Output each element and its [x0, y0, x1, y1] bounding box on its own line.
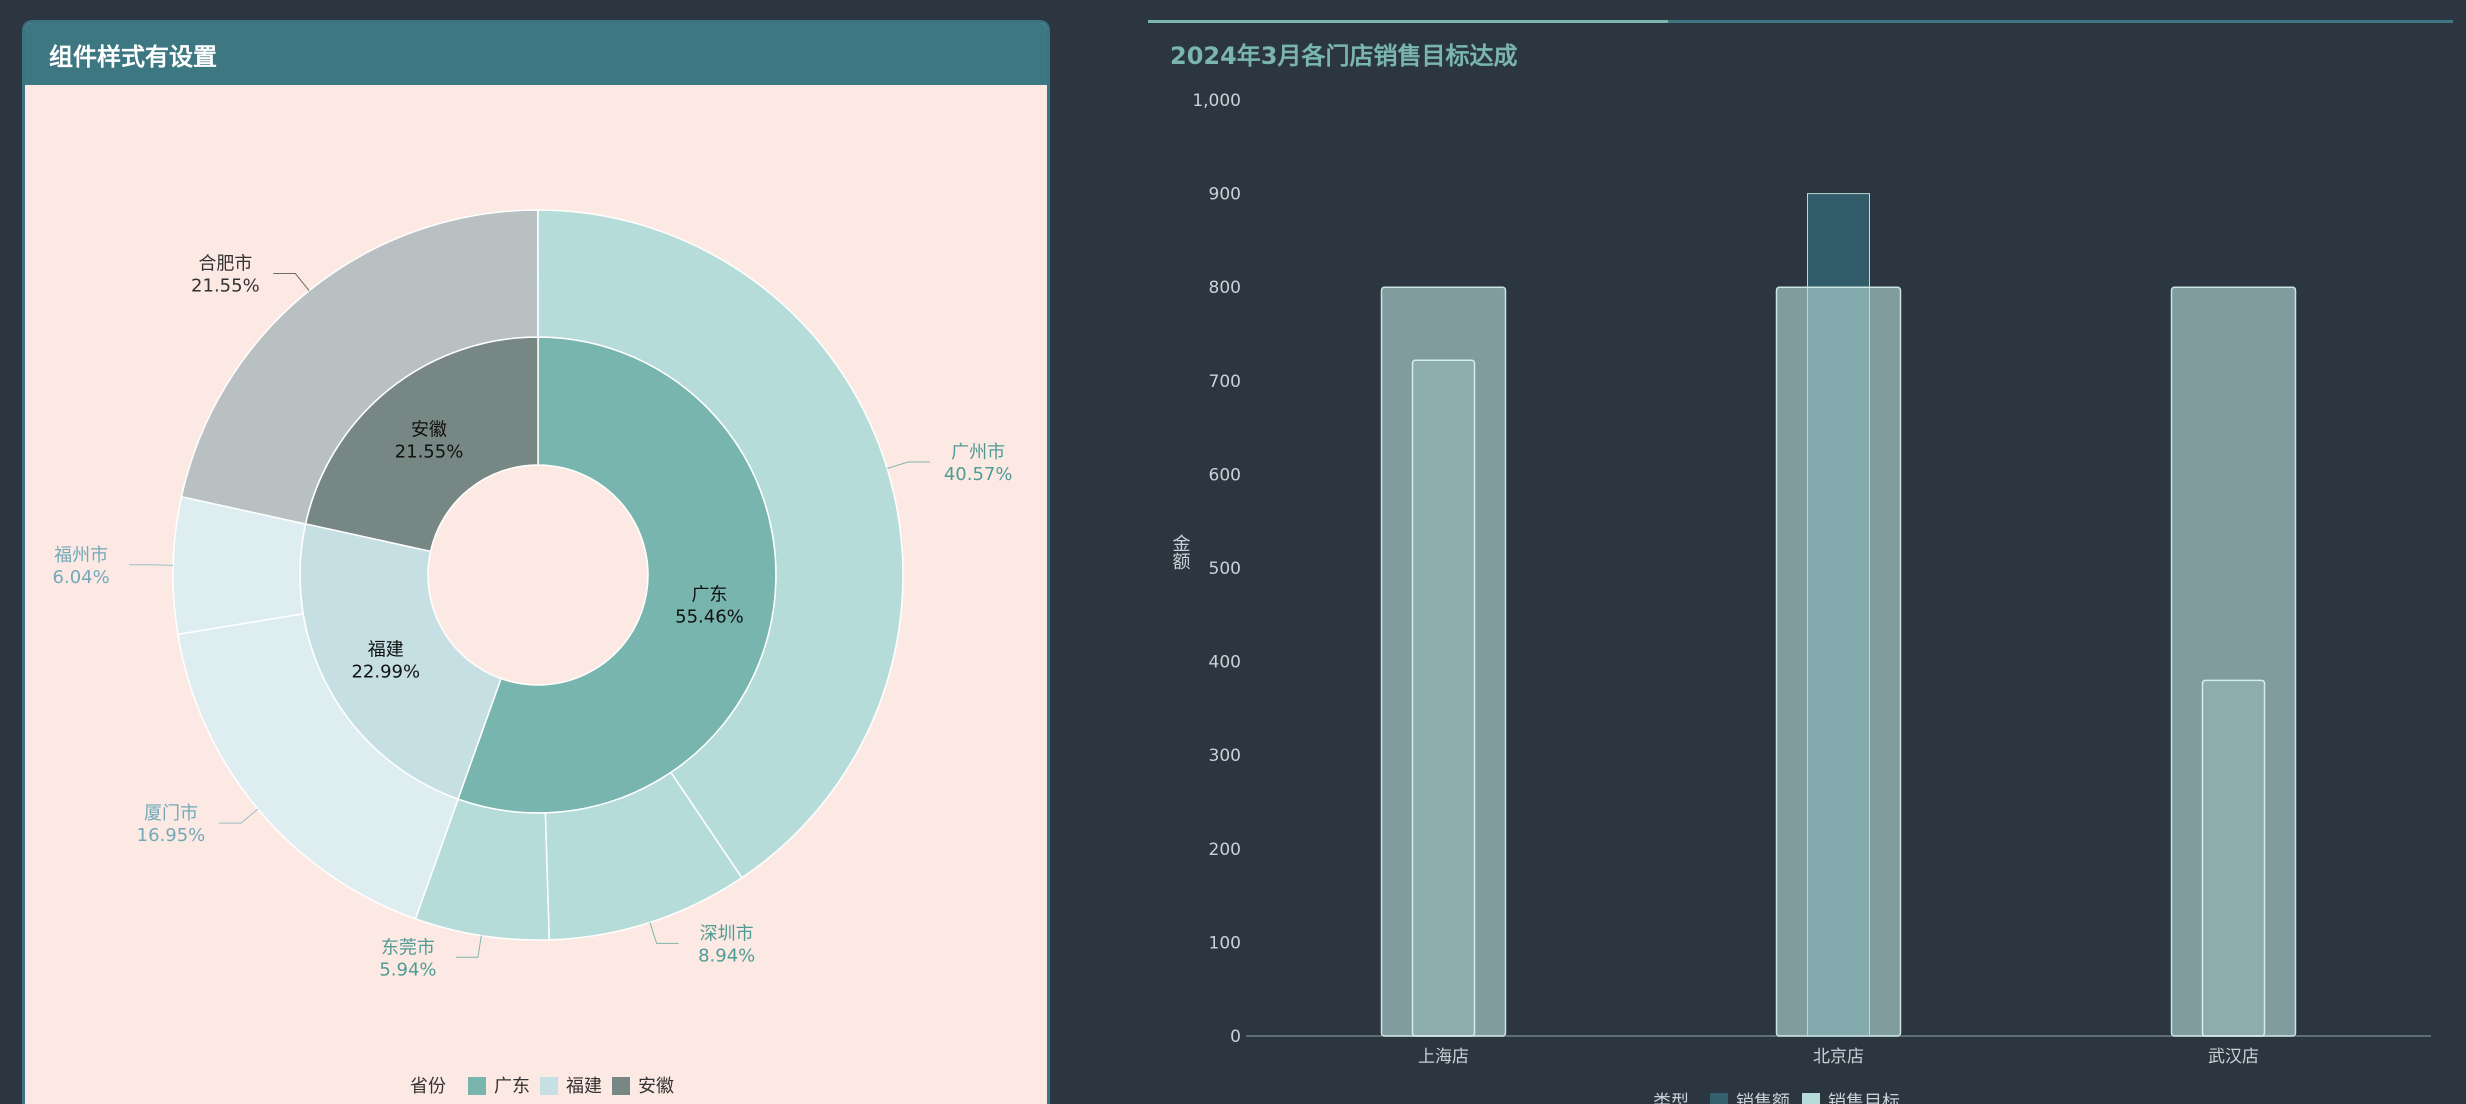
leader-line	[273, 273, 310, 291]
legend-swatch	[1710, 1093, 1728, 1104]
legend-title: 省份	[410, 1076, 446, 1097]
panel-title: 组件样式有设置	[49, 42, 217, 71]
y-tick-label: 600	[1209, 465, 1241, 485]
x-tick-label: 北京店	[1813, 1047, 1864, 1067]
bar-sales	[2201, 679, 2266, 1037]
legend-swatch	[468, 1077, 486, 1095]
outer-label-name: 合肥市	[198, 254, 252, 275]
x-tick-label: 武汉店	[2208, 1047, 2259, 1067]
title-underline	[1148, 20, 2453, 23]
inner-label-percent: 22.99%	[351, 661, 420, 682]
legend-swatch	[1802, 1093, 1820, 1104]
legend-swatch	[612, 1077, 630, 1095]
leader-line	[886, 461, 931, 469]
y-tick-label: 200	[1209, 840, 1241, 860]
legend-label: 广东	[494, 1076, 530, 1097]
chart-title: 2024年3月各门店销售目标达成	[1170, 42, 1518, 70]
y-tick-label: 100	[1209, 933, 1241, 953]
legend-label: 福建	[566, 1076, 602, 1097]
bar-chart-panel: 2024年3月各门店销售目标达成 0 100 200 300 400 500 600 700 8…	[1148, 20, 2453, 1104]
outer-label-name: 厦门市	[144, 803, 198, 824]
bar-sales	[1411, 359, 1476, 1037]
inner-label-name: 福建	[368, 639, 404, 660]
outer-slice-4	[176, 612, 460, 920]
legend-title: 类型	[1653, 1092, 1689, 1104]
y-tick-label: 800	[1209, 278, 1241, 298]
outer-label-percent: 5.94%	[379, 959, 436, 980]
outer-label-percent: 6.04%	[53, 567, 110, 588]
y-tick-label: 0	[1230, 1027, 1241, 1047]
donut-chart-panel: 组件样式有设置 广东 55.46% 福建 22.99% 安徽 21.55% 广州市 40.57…	[22, 20, 1050, 1104]
outer-label-percent: 8.94%	[698, 945, 755, 966]
outer-label-name: 福州市	[54, 545, 108, 566]
y-tick-label: 300	[1209, 746, 1241, 766]
y-tick-label: 1,000	[1192, 91, 1241, 111]
y-axis-label: 金额	[1170, 534, 1191, 570]
inner-label-name: 广东	[691, 585, 727, 606]
legend-label: 销售额	[1736, 1092, 1790, 1104]
outer-label-percent: 21.55%	[191, 276, 260, 297]
panel-header: 组件样式有设置	[25, 23, 1047, 85]
leader-line	[649, 922, 679, 944]
outer-slice-6	[180, 209, 539, 525]
legend-label: 安徽	[638, 1076, 674, 1097]
y-tick-label: 400	[1209, 653, 1241, 673]
inner-label-percent: 55.46%	[675, 607, 744, 628]
inner-label-name: 安徽	[411, 419, 447, 440]
y-tick-label: 900	[1209, 185, 1241, 205]
bar-target	[1775, 286, 1902, 1037]
outer-label-percent: 16.95%	[137, 825, 206, 846]
title-underline-accent	[1148, 20, 1668, 23]
legend-swatch	[540, 1077, 558, 1095]
x-tick-label: 上海店	[1418, 1047, 1469, 1067]
outer-label-percent: 40.57%	[944, 464, 1013, 485]
leader-line	[218, 808, 259, 824]
outer-label-name: 广州市	[951, 442, 1005, 463]
outer-label-name: 东莞市	[381, 937, 435, 958]
y-tick-label: 700	[1209, 372, 1241, 392]
y-tick-label: 500	[1209, 559, 1241, 579]
legend-label: 销售目标	[1828, 1092, 1900, 1104]
inner-label-percent: 21.55%	[395, 441, 464, 462]
outer-slice-1	[537, 209, 904, 879]
outer-label-name: 深圳市	[700, 923, 754, 944]
leader-line	[129, 564, 174, 566]
leader-line	[455, 935, 482, 958]
